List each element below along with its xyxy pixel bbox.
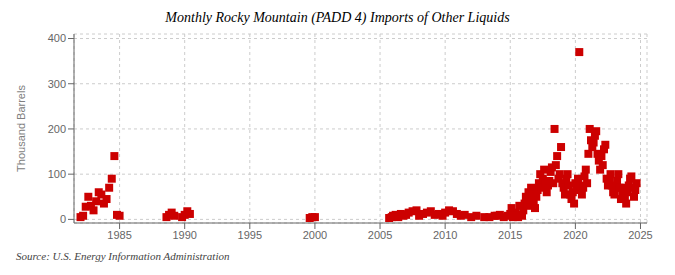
svg-text:2020: 2020: [563, 229, 587, 241]
svg-text:2000: 2000: [303, 229, 327, 241]
svg-text:400: 400: [48, 32, 66, 44]
svg-text:2010: 2010: [433, 229, 457, 241]
svg-text:300: 300: [48, 78, 66, 90]
svg-text:2005: 2005: [368, 229, 392, 241]
html-text:Monthly Rocky Mountain (PADD 4: Monthly Rocky Mountain (PADD 4) Imports …: [165, 10, 510, 25]
svg-text:200: 200: [48, 123, 66, 135]
svg-text:100: 100: [48, 168, 66, 180]
svg-text:1985: 1985: [107, 229, 131, 241]
svg-text:1995: 1995: [238, 229, 262, 241]
svg-text:1990: 1990: [172, 229, 196, 241]
html-text:Source: U.S. Energy Informatio: Source: U.S. Energy Information Administ…: [16, 250, 230, 262]
svg-text:2015: 2015: [498, 229, 522, 241]
svg-text:2025: 2025: [628, 229, 652, 241]
svg-text:Thousand Barrels: Thousand Barrels: [15, 85, 27, 172]
svg-text:0: 0: [60, 213, 66, 225]
